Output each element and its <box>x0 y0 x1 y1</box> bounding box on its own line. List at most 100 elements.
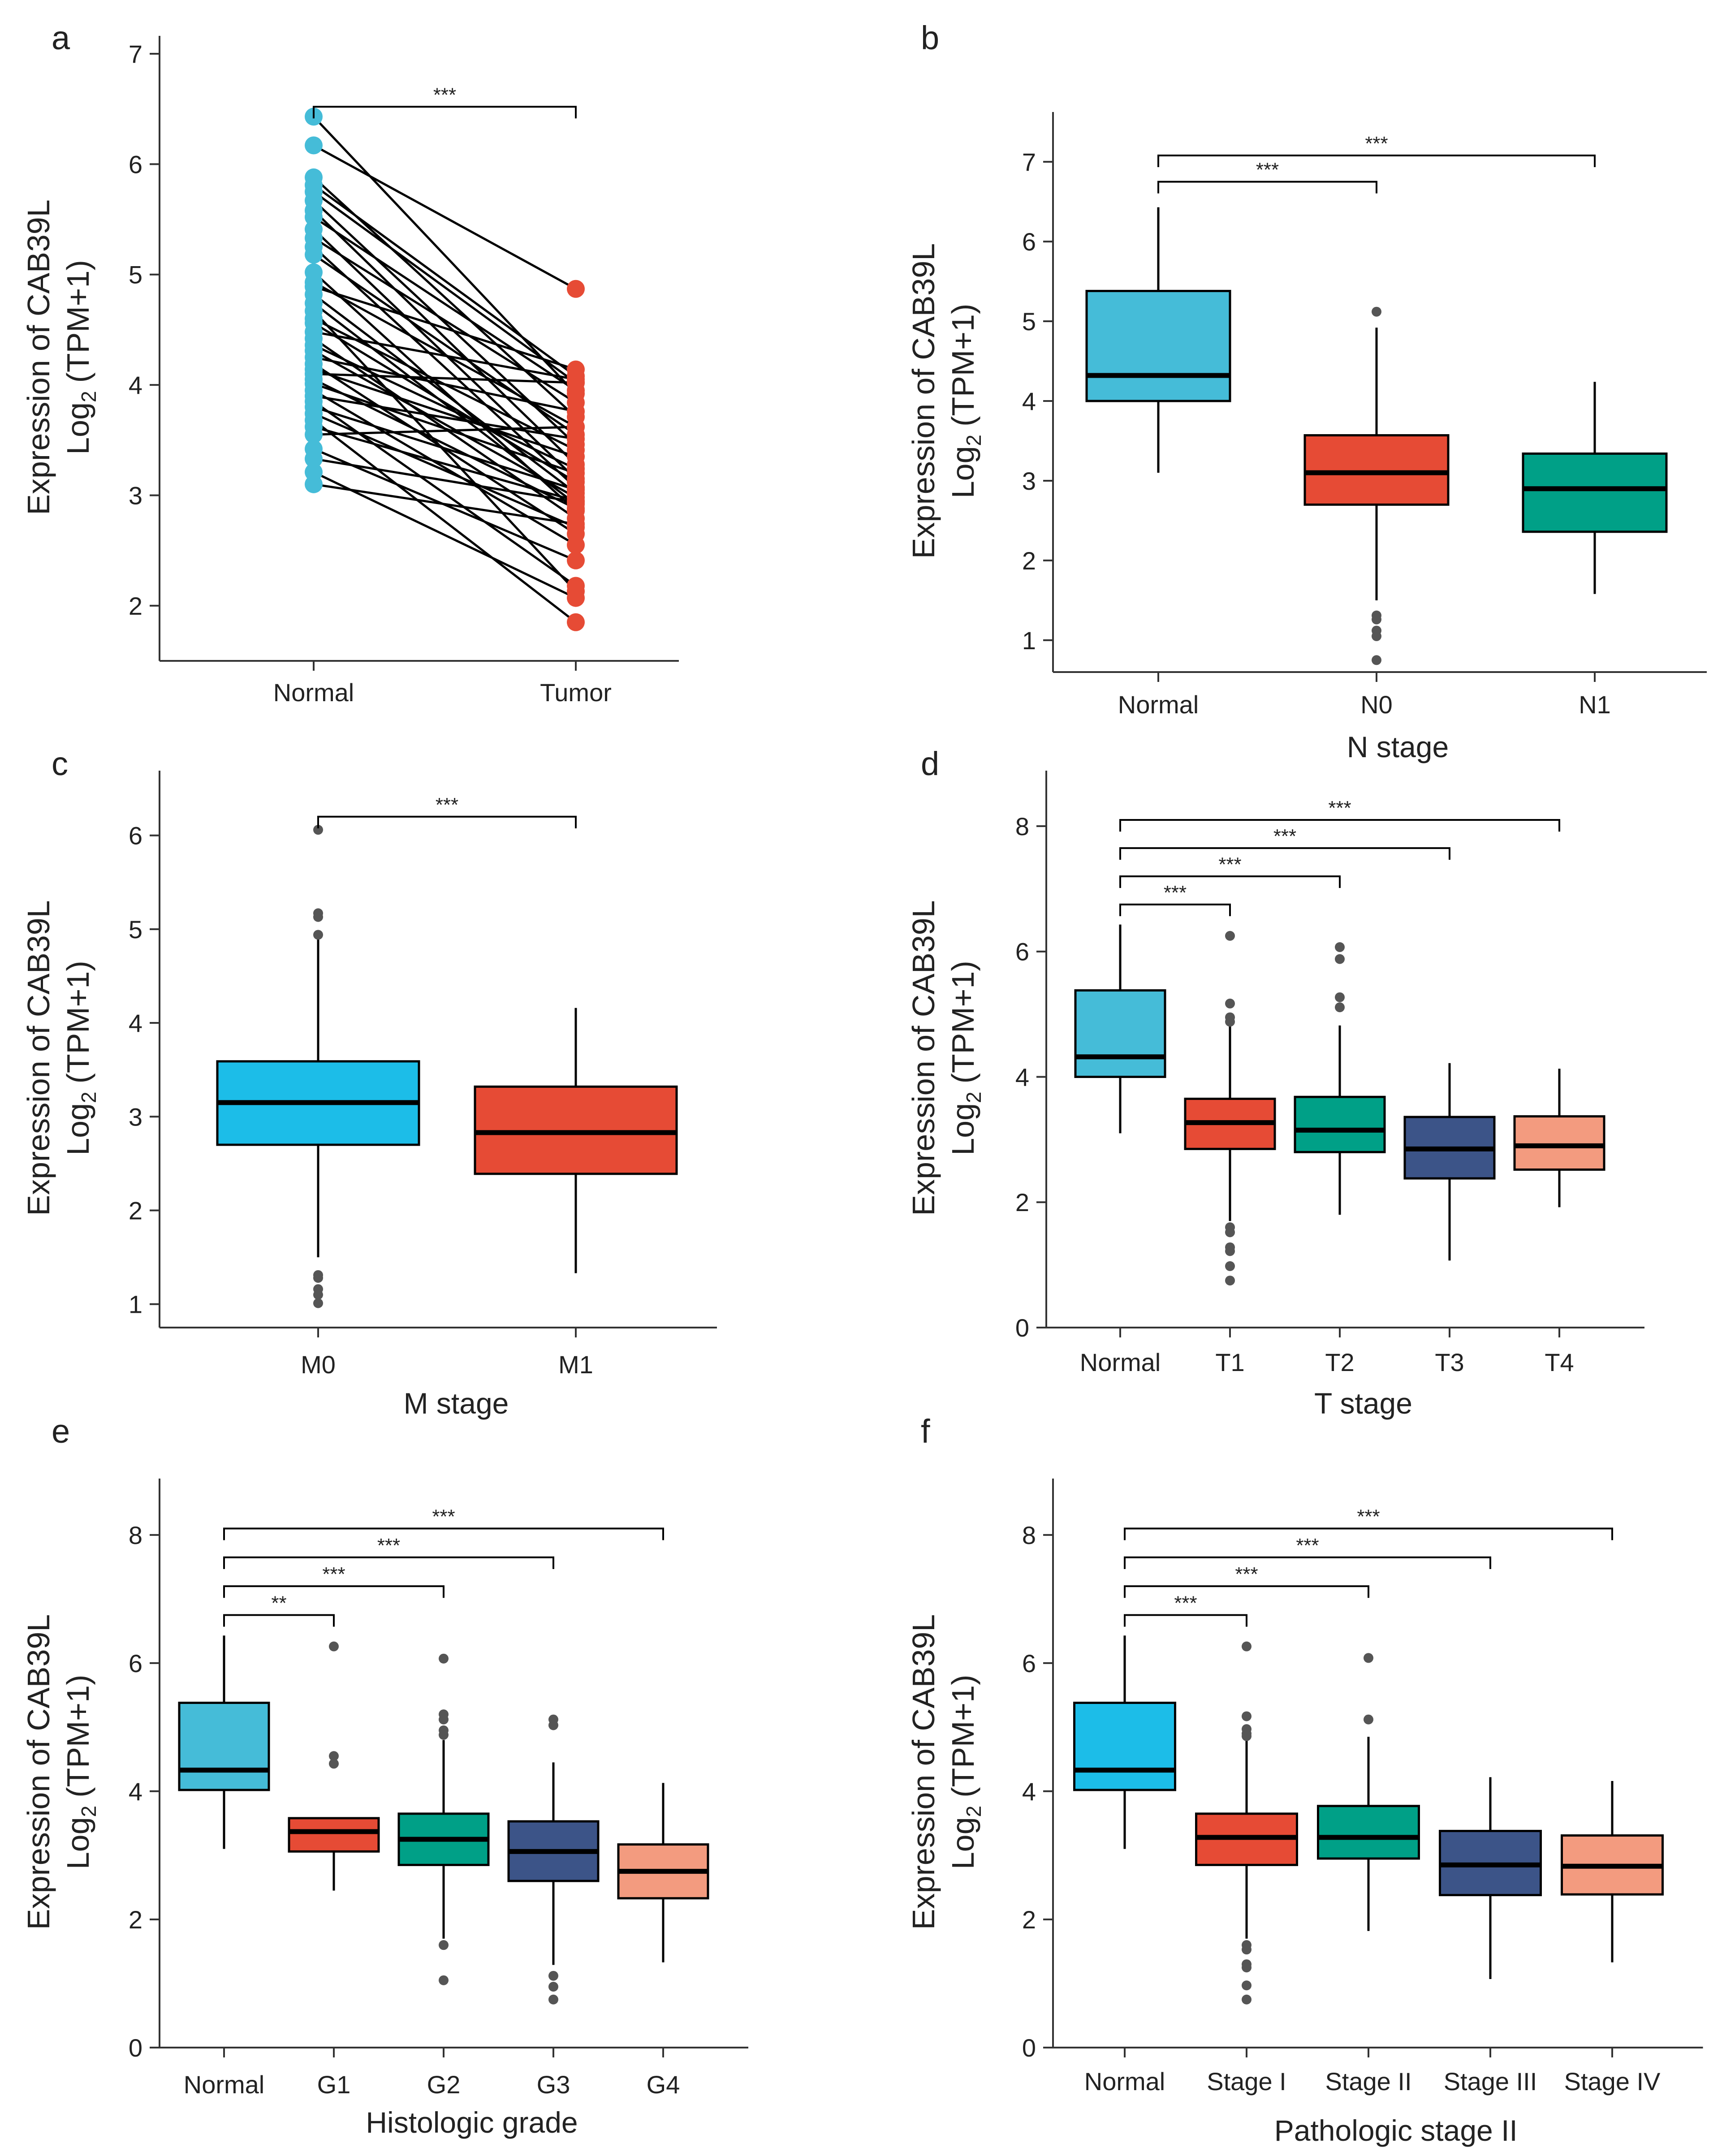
x-tick-label: Normal <box>273 678 354 707</box>
normal-point <box>305 450 323 468</box>
significance-bracket: *** <box>1124 1535 1491 1569</box>
y-tick-label: 6 <box>1022 1649 1036 1677</box>
box-g4 <box>617 1783 709 1962</box>
bracket-line <box>1124 1585 1369 1598</box>
outlier-point <box>1335 954 1345 964</box>
outlier-point <box>1225 1276 1235 1286</box>
y-tick-label: 0 <box>129 2034 142 2062</box>
outlier-point <box>1242 1731 1252 1741</box>
y-tick-label: 7 <box>1022 148 1036 176</box>
bracket-line <box>1124 1527 1613 1540</box>
y-title-unit: (TPM+1) <box>945 304 980 427</box>
outlier-point <box>313 930 323 940</box>
box-t4 <box>1513 1069 1605 1207</box>
box-stage-iii <box>1439 1777 1542 1979</box>
y-tick-label: 4 <box>129 1777 142 1806</box>
box-g1 <box>288 1641 380 1891</box>
tumor-point <box>567 464 585 483</box>
y-tick-label: 5 <box>129 261 142 289</box>
outlier-point <box>1335 992 1345 1002</box>
outlier-point <box>1225 998 1235 1009</box>
tumor-point <box>567 551 585 569</box>
pair-line <box>313 378 577 510</box>
y-title-unit: (TPM+1) <box>945 1675 980 1798</box>
pair-line <box>313 144 577 290</box>
x-tick-label: Stage I <box>1207 2067 1286 2096</box>
y-tick-label: 7 <box>129 40 142 68</box>
significance-bracket: *** <box>1157 133 1596 167</box>
outlier-point <box>313 1298 323 1308</box>
box-body <box>1073 1702 1176 1791</box>
tumor-point <box>567 280 585 298</box>
y-title-line2: Log <box>945 446 980 499</box>
y-tick-label: 3 <box>1022 467 1036 495</box>
y-tick-label: 5 <box>129 915 142 944</box>
tumor-point <box>567 613 585 631</box>
pair-line <box>313 395 576 440</box>
bracket-line <box>223 1614 335 1627</box>
outlier-point <box>548 1982 558 1992</box>
significance-bracket: ** <box>223 1592 335 1627</box>
significance-label: *** <box>377 1535 400 1557</box>
x-tick-label: G2 <box>427 2070 461 2099</box>
outlier-point <box>1242 1980 1252 1991</box>
y-tick-label: 2 <box>1015 1188 1029 1216</box>
y-title-line1: Expression of CAB39L <box>21 1614 56 1930</box>
y-tick-label: 2 <box>1022 1906 1036 1934</box>
outlier-point <box>1242 1945 1252 1955</box>
bracket-line <box>1119 903 1231 916</box>
x-tick-label: T2 <box>1325 1348 1354 1376</box>
y-tick-label: 6 <box>1015 938 1029 966</box>
x-tick-label: T4 <box>1545 1348 1574 1376</box>
x-tick-label: G1 <box>317 2070 351 2099</box>
significance-bracket: *** <box>1124 1506 1613 1540</box>
box-normal <box>1074 924 1166 1134</box>
pair-line <box>313 426 576 502</box>
pair-line <box>313 310 577 592</box>
tumor-point <box>567 374 585 392</box>
outlier-point <box>1225 1246 1235 1256</box>
box-body <box>1085 289 1231 402</box>
box-m1 <box>474 1008 678 1273</box>
outlier-point <box>1242 1641 1252 1651</box>
significance-label: *** <box>1218 854 1241 875</box>
significance-label: *** <box>1164 882 1187 904</box>
y-title-subscript: 2 <box>962 435 985 446</box>
outlier-point <box>1225 931 1235 941</box>
bracket-line <box>1119 875 1341 888</box>
tumor-point <box>567 589 585 607</box>
bracket-line <box>1124 1556 1491 1569</box>
significance-label: *** <box>1365 133 1388 155</box>
significance-bracket: *** <box>1119 882 1231 916</box>
y-axis-title: Expression of CAB39L Log2 (TPM+1) <box>21 900 100 1216</box>
significance-label: *** <box>1273 825 1296 847</box>
significance-label: *** <box>1256 159 1279 181</box>
significance-bracket: *** <box>223 1563 445 1598</box>
tumor-point <box>567 515 585 533</box>
outlier-point <box>439 1940 449 1950</box>
bracket-line <box>223 1585 445 1598</box>
significance-label: *** <box>433 84 456 106</box>
y-title-line1: Expression of CAB39L <box>21 900 56 1216</box>
y-axis-title: Expression of CAB39L Log2 (TPM+1) <box>906 243 985 559</box>
significance-label: *** <box>1235 1563 1258 1585</box>
pair-line <box>313 389 577 546</box>
pair-line <box>313 210 577 466</box>
x-tick-label: Stage II <box>1325 2067 1411 2096</box>
panel-d: d 0 2 4 6 8 Normal T1 T2 T3 T4 T stage Expression of… <box>906 745 1644 1420</box>
outlier-point <box>1335 1002 1345 1013</box>
panel-letter-b: b <box>921 19 939 56</box>
y-title-subscript: 2 <box>962 1091 985 1103</box>
y-title-subscript: 2 <box>77 1091 100 1103</box>
outlier-point <box>439 1714 449 1725</box>
box-body <box>1513 1115 1605 1171</box>
panel-e: e 0 2 4 6 8 Normal G1 G2 G3 G4 Histologic grade Expr… <box>21 1413 748 2139</box>
y-title-line1: Expression of CAB39L <box>906 900 941 1216</box>
tumor-point <box>567 536 585 554</box>
box-body <box>288 1817 380 1853</box>
x-axis-title: Pathologic stage II <box>1274 2114 1518 2147</box>
pair-line <box>313 383 576 474</box>
significance-bracket: *** <box>1119 797 1560 832</box>
pair-line <box>313 254 577 436</box>
